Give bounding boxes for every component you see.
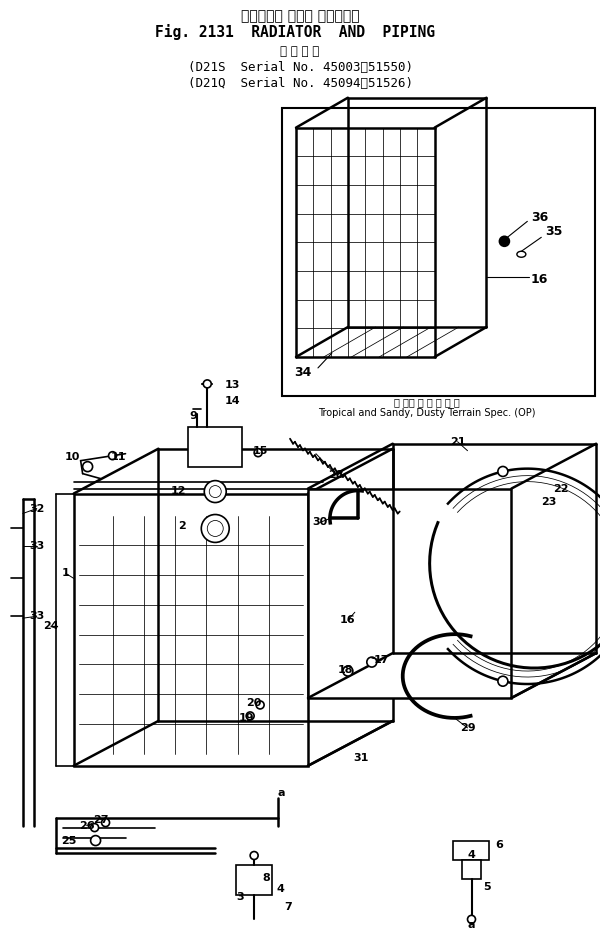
Text: 35: 35 (546, 224, 563, 237)
Text: Fig. 2131  RADIATOR  AND  PIPING: Fig. 2131 RADIATOR AND PIPING (155, 24, 435, 40)
Text: 28: 28 (328, 469, 344, 479)
Text: 16: 16 (531, 273, 548, 286)
Text: 26: 26 (79, 820, 94, 830)
Text: 16: 16 (340, 615, 356, 626)
Text: 11: 11 (111, 452, 126, 462)
Circle shape (209, 486, 221, 497)
Bar (188, 426, 242, 466)
Text: 29: 29 (460, 722, 475, 733)
Bar (462, 859, 481, 880)
Text: 1: 1 (62, 568, 70, 578)
Bar (453, 841, 489, 859)
Text: 19: 19 (239, 713, 254, 722)
Circle shape (468, 915, 475, 924)
Text: a: a (468, 921, 475, 930)
Bar (74, 493, 308, 766)
Text: 8: 8 (262, 873, 270, 884)
Text: Tropical and Sandy, Dusty Terrain Spec. (OP): Tropical and Sandy, Dusty Terrain Spec. … (318, 408, 535, 418)
Circle shape (254, 449, 262, 457)
Text: 7: 7 (284, 902, 292, 912)
Text: 18: 18 (338, 665, 353, 675)
Text: 25: 25 (61, 835, 76, 845)
Text: 33: 33 (29, 542, 44, 551)
Text: 30: 30 (313, 518, 328, 528)
Text: 4: 4 (468, 849, 475, 859)
Text: 6: 6 (495, 840, 504, 850)
Circle shape (91, 824, 99, 831)
Text: (D21Q  Serial No. 45094～51526): (D21Q Serial No. 45094～51526) (188, 77, 412, 90)
Circle shape (207, 520, 223, 536)
Text: 10: 10 (65, 452, 81, 462)
Text: 5: 5 (484, 883, 491, 893)
Text: 33: 33 (29, 612, 44, 621)
Text: a: a (277, 788, 285, 798)
Text: 24: 24 (43, 621, 58, 631)
Bar (236, 866, 272, 896)
Text: 熱 帯、 砂 漠 地 仕 様: 熱 帯、 砂 漠 地 仕 様 (394, 397, 460, 407)
Text: 2: 2 (178, 521, 186, 532)
Text: 14: 14 (224, 396, 240, 406)
Text: 21: 21 (450, 437, 465, 447)
Text: 36: 36 (532, 210, 549, 223)
Circle shape (203, 380, 212, 388)
Circle shape (82, 462, 93, 472)
Circle shape (256, 701, 264, 708)
Circle shape (499, 236, 510, 247)
Circle shape (343, 666, 353, 676)
Text: 31: 31 (353, 753, 368, 762)
Circle shape (250, 852, 258, 859)
Text: 34: 34 (294, 367, 312, 380)
Ellipse shape (517, 251, 526, 257)
Text: 12: 12 (171, 486, 186, 495)
Text: (D21S  Serial No. 45003～51550): (D21S Serial No. 45003～51550) (188, 61, 412, 74)
Bar (308, 489, 511, 698)
Circle shape (498, 466, 508, 477)
Circle shape (498, 676, 508, 686)
Text: 9: 9 (189, 411, 197, 421)
Text: 適 用 号 機: 適 用 号 機 (281, 46, 320, 59)
Text: 32: 32 (29, 504, 44, 514)
Text: 3: 3 (236, 893, 244, 902)
Circle shape (246, 712, 254, 720)
Circle shape (91, 836, 100, 845)
Text: 27: 27 (93, 815, 108, 825)
Circle shape (109, 452, 117, 460)
Text: 4: 4 (276, 884, 284, 895)
Circle shape (204, 480, 226, 503)
Text: 20: 20 (246, 698, 262, 708)
Circle shape (367, 657, 377, 668)
Text: ラジエータ および パイピング: ラジエータ および パイピング (240, 9, 359, 23)
Text: 23: 23 (542, 496, 557, 506)
Text: 13: 13 (225, 380, 240, 390)
Circle shape (201, 515, 229, 543)
Text: 15: 15 (252, 446, 268, 455)
Text: 17: 17 (374, 655, 389, 665)
Bar (282, 108, 595, 396)
Circle shape (102, 818, 109, 827)
Text: 22: 22 (554, 483, 569, 493)
